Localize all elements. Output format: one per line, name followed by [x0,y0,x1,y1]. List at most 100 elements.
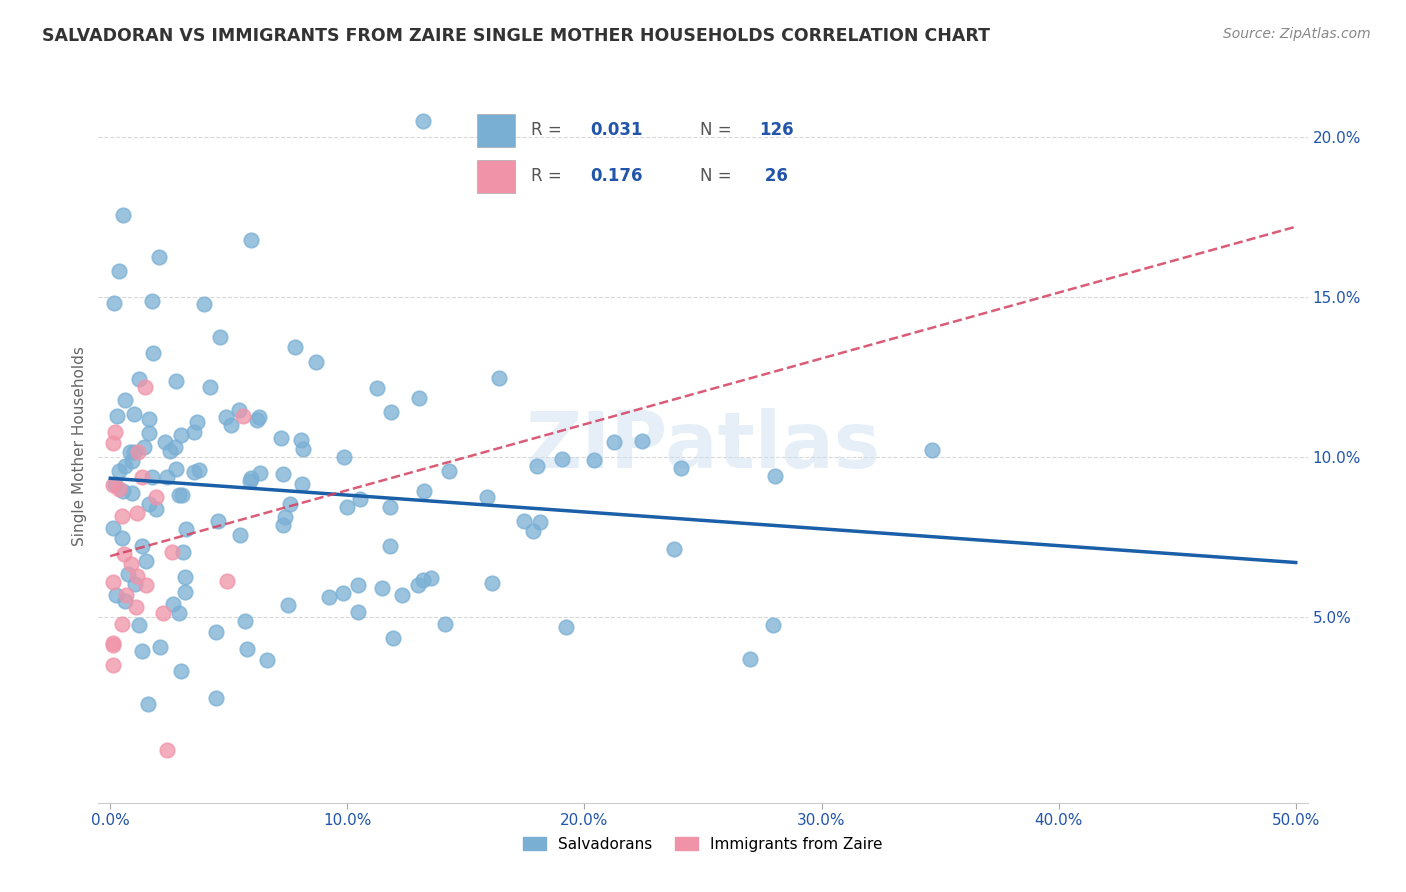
Point [318,590,340,604]
Point [481,575,503,590]
Point [247,410,270,425]
Point [121,454,143,468]
Point [236,641,259,656]
Point [105,409,128,423]
Point [488,371,510,385]
Point [332,586,354,600]
Text: 0.031: 0.031 [591,121,643,139]
Point [382,632,405,646]
Point [291,442,314,456]
Point [159,444,181,458]
Point [229,527,252,541]
Text: 0.176: 0.176 [591,168,643,186]
Point [370,582,392,596]
Point [101,635,124,649]
Point [167,488,190,502]
Point [145,490,167,504]
Point [141,294,163,309]
Point [135,578,157,592]
Point [200,379,222,393]
Point [122,408,145,422]
Point [603,435,626,450]
Point [108,263,131,277]
Point [238,474,260,488]
Point [138,697,160,711]
Point [156,743,179,757]
Point [349,491,371,506]
Point [205,625,228,640]
Text: N =: N = [700,121,737,139]
FancyBboxPatch shape [477,160,515,193]
Point [336,500,359,515]
Point [271,467,294,481]
Point [101,574,124,589]
FancyBboxPatch shape [477,114,515,146]
Point [391,588,413,602]
Point [419,571,441,585]
Point [174,569,197,583]
Point [141,346,163,360]
Point [232,409,254,423]
Point [172,545,194,559]
Text: ZIPatlas: ZIPatlas [526,408,880,484]
Point [380,405,402,419]
Point [156,470,179,484]
Point [347,578,370,592]
Point [170,488,193,502]
Point [205,691,228,706]
Point [762,618,785,632]
Point [554,620,576,634]
Text: R =: R = [531,168,568,186]
Point [162,597,184,611]
Point [128,618,150,632]
Text: 126: 126 [759,121,794,139]
Point [148,640,170,654]
Point [305,355,328,369]
Point [112,484,135,499]
Point [118,444,141,458]
Point [170,664,193,678]
Point [406,578,429,592]
Point [921,442,943,457]
Point [138,497,160,511]
Point [284,339,307,353]
Point [408,391,430,405]
Point [170,428,193,442]
Point [551,452,574,467]
Point [131,470,153,484]
Point [270,431,292,445]
Point [256,653,278,667]
Point [124,577,146,591]
Point [273,517,295,532]
Point [115,588,138,602]
Point [582,453,605,467]
Point [333,450,356,464]
Point [186,415,208,429]
Point [173,584,195,599]
Point [378,500,401,515]
Point [183,465,205,479]
Point [134,380,156,394]
Point [148,250,170,264]
Point [105,588,128,602]
Point [433,617,456,632]
Point [101,639,124,653]
Point [121,486,143,500]
Point [104,425,127,439]
Text: R =: R = [531,121,568,139]
Point [631,434,654,449]
Point [209,330,232,344]
Point [153,435,176,450]
Text: SALVADORAN VS IMMIGRANTS FROM ZAIRE SINGLE MOTHER HOUSEHOLDS CORRELATION CHART: SALVADORAN VS IMMIGRANTS FROM ZAIRE SING… [42,27,990,45]
Point [165,374,187,388]
Point [278,497,301,511]
Point [240,233,263,247]
Point [108,464,131,478]
Text: 26: 26 [759,168,789,186]
Point [138,425,160,440]
Point [103,477,125,491]
Point [183,425,205,439]
Point [131,644,153,658]
Point [215,410,238,425]
Point [477,490,499,504]
